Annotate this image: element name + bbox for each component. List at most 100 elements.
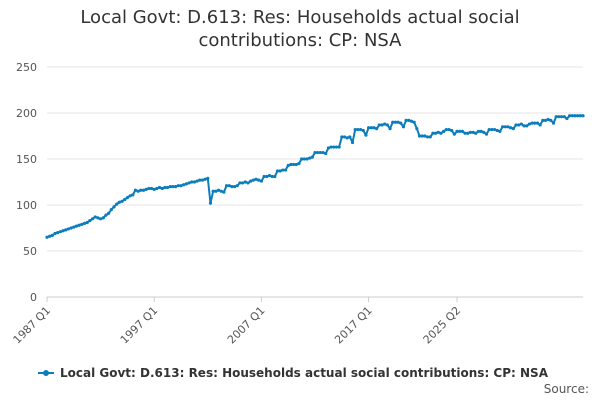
- data-point[interactable]: [551, 121, 556, 125]
- data-point[interactable]: [342, 135, 347, 139]
- data-point[interactable]: [498, 129, 502, 133]
- data-point[interactable]: [358, 127, 363, 132]
- data-point[interactable]: [412, 120, 416, 124]
- data-point[interactable]: [522, 124, 526, 128]
- data-point[interactable]: [511, 127, 515, 131]
- data-point[interactable]: [417, 134, 422, 138]
- data-point[interactable]: [104, 213, 108, 217]
- data-point[interactable]: [525, 124, 529, 128]
- data-point[interactable]: [546, 117, 550, 122]
- data-point[interactable]: [123, 197, 127, 202]
- data-point[interactable]: [495, 128, 499, 133]
- data-point[interactable]: [310, 155, 314, 159]
- data-point[interactable]: [270, 174, 274, 179]
- data-point[interactable]: [174, 185, 178, 189]
- data-point[interactable]: [329, 145, 333, 149]
- data-point[interactable]: [506, 125, 510, 129]
- data-point[interactable]: [190, 180, 194, 184]
- data-point[interactable]: [415, 127, 419, 131]
- data-point[interactable]: [364, 133, 368, 137]
- data-point[interactable]: [157, 185, 162, 190]
- data-point[interactable]: [420, 134, 424, 138]
- data-point[interactable]: [490, 127, 494, 132]
- data-point[interactable]: [543, 118, 548, 122]
- data-point[interactable]: [562, 115, 566, 119]
- data-point[interactable]: [361, 128, 365, 133]
- data-point[interactable]: [72, 225, 76, 229]
- data-point[interactable]: [125, 196, 129, 200]
- data-point[interactable]: [219, 189, 223, 193]
- data-point[interactable]: [163, 185, 167, 190]
- data-point[interactable]: [155, 186, 159, 191]
- data-point[interactable]: [294, 162, 298, 167]
- data-point[interactable]: [90, 217, 95, 221]
- data-point[interactable]: [501, 125, 505, 129]
- data-point[interactable]: [112, 205, 116, 209]
- data-point[interactable]: [476, 129, 481, 133]
- data-point[interactable]: [206, 176, 210, 180]
- data-point[interactable]: [85, 220, 89, 225]
- data-point[interactable]: [332, 145, 336, 149]
- data-point[interactable]: [222, 190, 226, 194]
- data-point[interactable]: [149, 186, 154, 191]
- data-point[interactable]: [337, 145, 341, 149]
- data-point[interactable]: [442, 129, 446, 133]
- data-point[interactable]: [61, 229, 65, 233]
- data-point[interactable]: [297, 162, 301, 166]
- data-point[interactable]: [404, 118, 408, 122]
- data-point[interactable]: [428, 135, 432, 139]
- data-point[interactable]: [171, 185, 175, 189]
- data-point[interactable]: [519, 122, 523, 126]
- data-point[interactable]: [372, 126, 376, 130]
- data-point[interactable]: [267, 173, 272, 178]
- data-point[interactable]: [139, 188, 143, 192]
- data-point[interactable]: [128, 194, 132, 198]
- data-point[interactable]: [166, 185, 170, 190]
- data-point[interactable]: [235, 184, 239, 188]
- data-point[interactable]: [224, 184, 229, 188]
- data-point[interactable]: [77, 223, 81, 227]
- data-point[interactable]: [141, 188, 146, 192]
- data-point[interactable]: [168, 185, 172, 189]
- data-point[interactable]: [383, 122, 387, 126]
- data-point[interactable]: [50, 233, 54, 237]
- data-point[interactable]: [527, 122, 532, 126]
- data-point[interactable]: [431, 131, 435, 135]
- data-point[interactable]: [233, 185, 237, 189]
- data-point[interactable]: [115, 202, 119, 206]
- data-point[interactable]: [305, 157, 309, 161]
- data-point[interactable]: [216, 188, 221, 192]
- data-point[interactable]: [334, 145, 339, 149]
- data-point[interactable]: [538, 123, 542, 127]
- data-point[interactable]: [278, 169, 282, 173]
- data-point[interactable]: [203, 177, 207, 181]
- data-point[interactable]: [425, 135, 430, 139]
- data-point[interactable]: [56, 231, 60, 235]
- data-point[interactable]: [275, 169, 280, 173]
- data-point[interactable]: [409, 119, 414, 123]
- data-point[interactable]: [535, 121, 540, 125]
- data-point[interactable]: [251, 178, 255, 182]
- data-point[interactable]: [313, 150, 317, 155]
- data-point[interactable]: [350, 140, 355, 145]
- data-point[interactable]: [211, 189, 215, 193]
- data-point[interactable]: [576, 114, 580, 118]
- data-point[interactable]: [101, 216, 105, 220]
- data-point[interactable]: [179, 184, 183, 188]
- data-point[interactable]: [401, 125, 406, 129]
- data-point[interactable]: [541, 118, 545, 122]
- data-point[interactable]: [377, 123, 381, 127]
- data-point[interactable]: [147, 186, 151, 191]
- data-point[interactable]: [291, 162, 296, 167]
- data-point[interactable]: [88, 219, 92, 223]
- data-point[interactable]: [444, 127, 448, 132]
- data-point[interactable]: [514, 123, 518, 127]
- data-point[interactable]: [463, 131, 467, 135]
- data-point[interactable]: [356, 127, 360, 132]
- data-point[interactable]: [436, 130, 440, 134]
- data-point[interactable]: [353, 127, 357, 132]
- data-point[interactable]: [176, 184, 180, 188]
- data-point[interactable]: [152, 187, 156, 191]
- data-point[interactable]: [302, 157, 306, 161]
- data-point[interactable]: [468, 130, 473, 134]
